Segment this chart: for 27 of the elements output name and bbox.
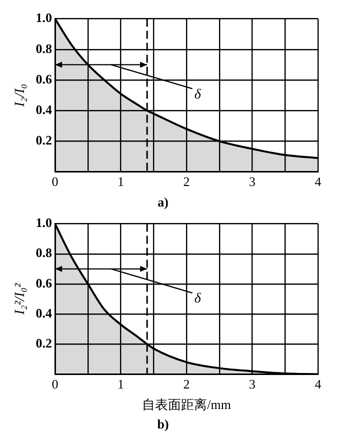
y-axis-title: I₂/I₀	[13, 84, 28, 108]
x-tick-label: 2	[183, 376, 190, 392]
x-tick-label: 3	[249, 376, 256, 392]
y-tick-label: 0.8	[36, 40, 53, 56]
ref-line-label: δ	[194, 87, 202, 102]
y-tick-label: 0.2	[36, 335, 52, 350]
y-tick-label: 0.4	[36, 305, 53, 320]
y-tick-label: 0.4	[36, 102, 53, 117]
y-tick-label: 1.0	[36, 215, 52, 230]
x-tick-label: 3	[249, 174, 256, 190]
x-tick-label: 0	[52, 376, 58, 392]
y-tick-label: 1.0	[36, 10, 52, 26]
text: a)	[158, 194, 168, 210]
y-tick-label: 0.2	[36, 132, 52, 148]
text: b)	[157, 416, 169, 432]
x-tick-label: 4	[314, 174, 322, 190]
x-axis-title: 自表面距离/mm	[142, 397, 231, 412]
y-tick-label: 0.6	[36, 71, 53, 86]
y-tick-label: 0.8	[36, 245, 53, 260]
ref-line-label: δ	[194, 292, 202, 307]
x-tick-label: 1	[118, 376, 124, 392]
x-tick-label: 0	[52, 174, 58, 190]
y-axis-title: I₂²/I₀²	[13, 282, 28, 316]
x-tick-label: 2	[183, 174, 190, 190]
x-tick-label: 1	[118, 174, 124, 190]
x-tick-label: 4	[314, 376, 322, 392]
y-tick-label: 0.6	[36, 275, 53, 290]
